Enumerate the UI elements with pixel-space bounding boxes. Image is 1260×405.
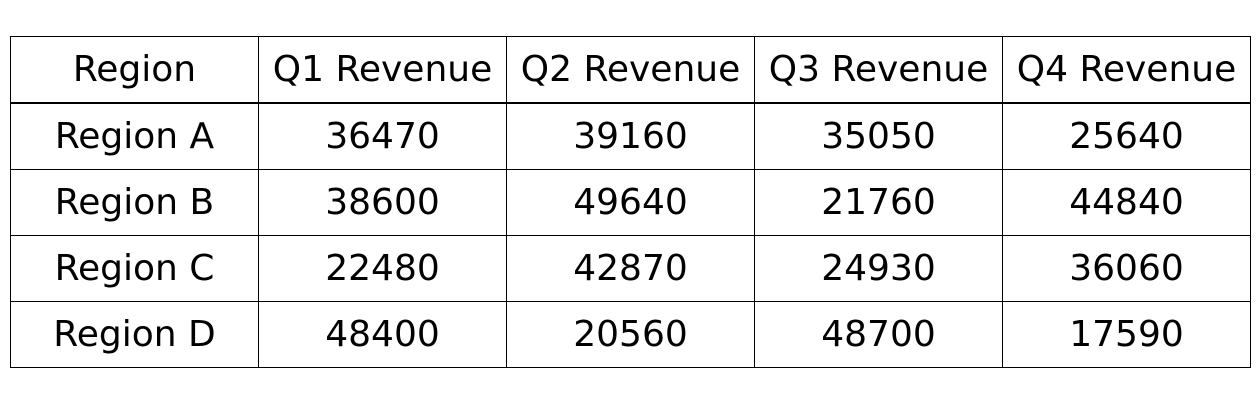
revenue-table: Region Q1 Revenue Q2 Revenue Q3 Revenue … (10, 36, 1251, 368)
q4-revenue-cell: 44840 (1002, 169, 1251, 236)
column-header-q1-revenue: Q1 Revenue (258, 36, 507, 104)
column-header-q2-revenue: Q2 Revenue (506, 36, 755, 104)
q3-revenue-cell: 21760 (754, 169, 1003, 236)
q4-revenue-cell: 25640 (1002, 102, 1251, 170)
table-row: Region A 36470 39160 35050 25640 (10, 102, 1251, 170)
q1-revenue-cell: 36470 (258, 102, 507, 170)
q3-revenue-cell: 24930 (754, 235, 1003, 302)
region-cell: Region B (10, 169, 259, 236)
q1-revenue-cell: 22480 (258, 235, 507, 302)
region-cell: Region C (10, 235, 259, 302)
region-cell: Region D (10, 301, 259, 368)
table-row: Region C 22480 42870 24930 36060 (10, 235, 1251, 302)
table-row: Region B 38600 49640 21760 44840 (10, 169, 1251, 236)
q2-revenue-cell: 49640 (506, 169, 755, 236)
q2-revenue-cell: 20560 (506, 301, 755, 368)
q3-revenue-cell: 48700 (754, 301, 1003, 368)
q2-revenue-cell: 42870 (506, 235, 755, 302)
table-header: Region Q1 Revenue Q2 Revenue Q3 Revenue … (10, 36, 1251, 104)
column-header-q3-revenue: Q3 Revenue (754, 36, 1003, 104)
table-body: Region A 36470 39160 35050 25640 Region … (10, 102, 1251, 368)
region-cell: Region A (10, 102, 259, 170)
q1-revenue-cell: 48400 (258, 301, 507, 368)
column-header-region: Region (10, 36, 259, 104)
q1-revenue-cell: 38600 (258, 169, 507, 236)
column-header-q4-revenue: Q4 Revenue (1002, 36, 1251, 104)
table-row: Region D 48400 20560 48700 17590 (10, 301, 1251, 368)
q4-revenue-cell: 36060 (1002, 235, 1251, 302)
q3-revenue-cell: 35050 (754, 102, 1003, 170)
header-row: Region Q1 Revenue Q2 Revenue Q3 Revenue … (10, 36, 1251, 104)
q2-revenue-cell: 39160 (506, 102, 755, 170)
q4-revenue-cell: 17590 (1002, 301, 1251, 368)
